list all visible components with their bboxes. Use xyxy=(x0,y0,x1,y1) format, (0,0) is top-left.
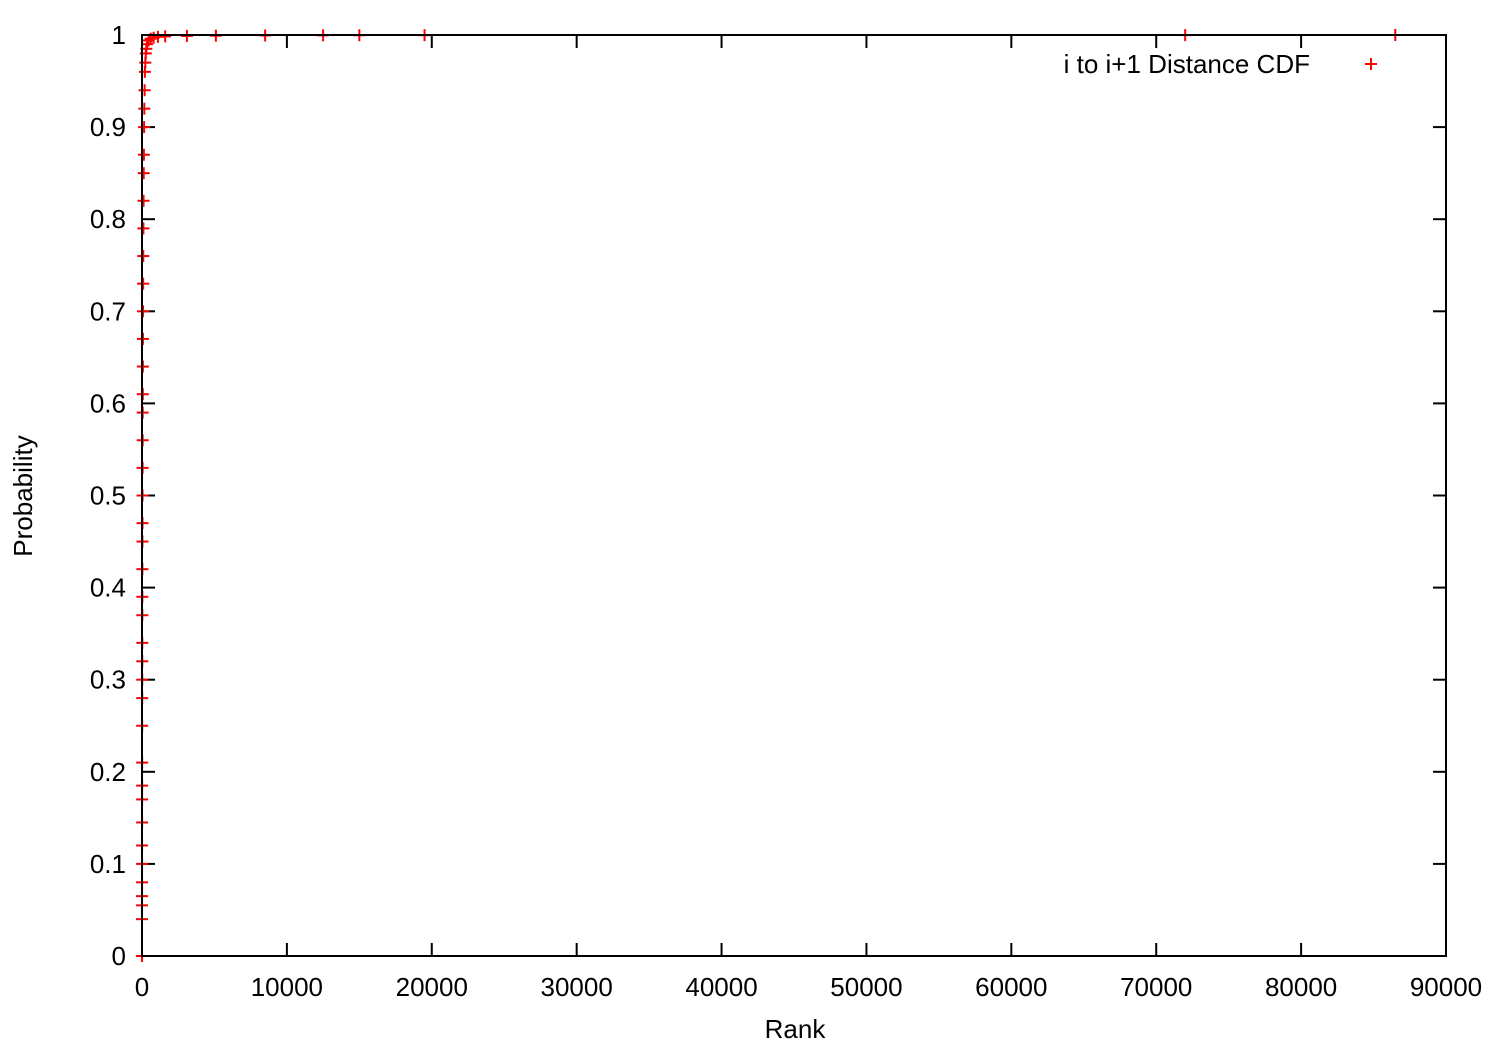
y-tick-label: 0.7 xyxy=(90,296,126,326)
legend-label: i to i+1 Distance CDF xyxy=(1064,49,1310,79)
x-tick-label: 60000 xyxy=(975,972,1047,1002)
y-tick-label: 0.8 xyxy=(90,204,126,234)
data-point xyxy=(138,84,151,97)
legend-marker xyxy=(1365,58,1377,70)
data-point xyxy=(137,167,150,180)
x-axis-label: Rank xyxy=(765,1014,827,1044)
x-tick-label: 10000 xyxy=(251,972,323,1002)
data-point xyxy=(138,102,151,115)
data-point xyxy=(159,30,172,43)
legend: i to i+1 Distance CDF xyxy=(1064,49,1377,79)
data-point xyxy=(138,121,151,134)
x-tick-label: 80000 xyxy=(1265,972,1337,1002)
y-tick-label: 0.6 xyxy=(90,388,126,418)
x-tick-label: 90000 xyxy=(1410,972,1482,1002)
y-tick-label: 0.5 xyxy=(90,481,126,511)
data-point xyxy=(137,277,150,290)
x-tick-label: 50000 xyxy=(830,972,902,1002)
data-points xyxy=(136,29,1402,962)
x-tick-label: 20000 xyxy=(396,972,468,1002)
y-tick-label: 0 xyxy=(112,941,126,971)
y-tick-labels: 0 0.1 0.2 0.3 0.4 0.5 0.6 0.7 0.8 0.9 1 xyxy=(90,20,126,971)
tick-marks xyxy=(141,34,1447,957)
y-axis-label: Probability xyxy=(8,435,38,556)
x-tick-label: 70000 xyxy=(1120,972,1192,1002)
x-tick-label: 40000 xyxy=(685,972,757,1002)
data-point xyxy=(137,194,150,207)
x-tick-labels: 0 10000 20000 30000 40000 50000 60000 70000 8000… xyxy=(135,972,1482,1002)
y-tick-label: 0.2 xyxy=(90,757,126,787)
y-tick-label: 0.1 xyxy=(90,849,126,879)
data-point xyxy=(137,305,150,318)
data-point xyxy=(137,222,150,235)
plot-frame xyxy=(141,34,1447,957)
y-tick-label: 1 xyxy=(112,20,126,50)
y-tick-label: 0.3 xyxy=(90,665,126,695)
x-tick-label: 30000 xyxy=(541,972,613,1002)
data-point xyxy=(137,148,150,161)
y-tick-label: 0.9 xyxy=(90,112,126,142)
data-point xyxy=(137,250,150,263)
x-tick-label: 0 xyxy=(135,972,149,1002)
y-tick-label: 0.4 xyxy=(90,573,126,603)
data-point xyxy=(142,34,155,47)
